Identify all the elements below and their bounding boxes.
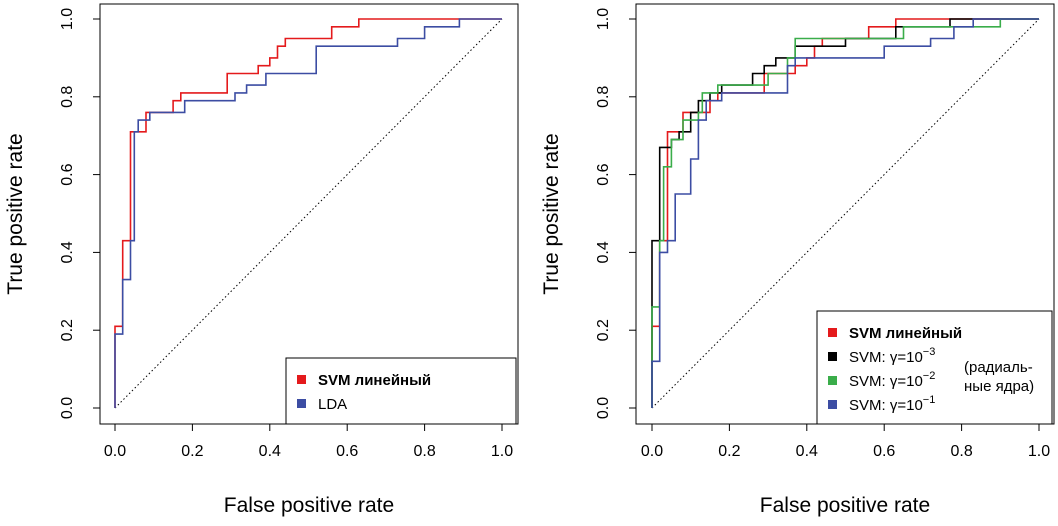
series-line-1 [114,18,502,408]
y-tick-label: 0.8 [59,86,76,108]
legend-swatch [828,328,837,337]
legend-label-main: SVM: γ=10 [849,349,923,366]
y-tick-label: 0.0 [59,397,76,419]
legend-label: SVM: γ=10−2 [849,370,935,390]
diagonal-reference-line [114,18,503,409]
y-axis-title: True positive rate [540,133,563,294]
x-tick-label: 0.0 [641,443,663,460]
series-line-4 [651,18,1039,408]
x-tick-label: 0.8 [950,443,972,460]
x-tick-label: 0.0 [104,443,126,460]
x-tick-label: 0.6 [336,443,358,460]
y-tick-label: 1.0 [59,8,76,30]
legend-label-main: SVM линейный [318,372,431,389]
x-axis-title: False positive rate [760,494,930,517]
roc-panel-1: 0.0 0.2 0.4 0.6 0.8 1.0 0.0 0.2 0.4 0.6 0.8 1.0 Fals… [4,3,519,517]
x-tick-label: 0.2 [181,443,203,460]
x-tick-label: 1.0 [491,443,513,460]
legend-label-main: LDA [318,396,347,413]
legend-swatch [297,375,306,384]
legend-note: ные ядра) [964,378,1034,395]
y-tick-label: 0.4 [595,241,612,263]
legend-label: SVM линейный [849,325,962,342]
y-axis-title: True positive rate [4,133,27,294]
y-tick-label: 0.4 [59,241,76,263]
legend-label: SVM: γ=10−1 [849,394,935,414]
legend-label: SVM: γ=10−3 [849,346,935,366]
legend: SVM линейный LDA [285,357,517,425]
diagonal-reference-line [651,18,1040,409]
legend-box [285,357,517,425]
legend-label-exponent: −1 [923,394,936,406]
y-tick-label: 0.0 [595,397,612,419]
legend-swatch [828,400,837,409]
x-tick-label: 0.2 [718,443,740,460]
legend-label-main: SVM линейный [849,325,962,342]
y-tick-label: 0.6 [59,163,76,185]
y-tick-label: 1.0 [595,8,612,30]
x-tick-label: 0.6 [873,443,895,460]
y-tick-label: 0.8 [595,86,612,108]
legend-label-exponent: −3 [923,346,936,358]
legend-note: (радиаль- [964,359,1033,376]
x-tick-label: 0.4 [796,443,818,460]
legend-label: LDA [318,396,347,413]
legend-label-main: SVM: γ=10 [849,397,923,414]
x-tick-label: 1.0 [1028,443,1050,460]
legend-label: SVM линейный [318,372,431,389]
x-tick-label: 0.4 [259,443,281,460]
series-line-2 [114,18,502,408]
y-tick-label: 0.2 [59,319,76,341]
legend-swatch [297,399,306,408]
y-tick-label: 0.6 [595,163,612,185]
legend-label-main: SVM: γ=10 [849,373,923,390]
roc-panel-2: 0.0 0.2 0.4 0.6 0.8 1.0 0.0 0.2 0.4 0.6 0.8 1.0 Fals… [540,3,1055,517]
x-tick-label: 0.8 [413,443,435,460]
legend-swatch [828,352,837,361]
y-tick-label: 0.2 [595,319,612,341]
series-line-3 [651,18,1039,408]
legend-swatch [828,376,837,385]
x-axis-title: False positive rate [224,494,394,517]
legend-box [816,310,1053,425]
legend-label-exponent: −2 [923,370,936,382]
